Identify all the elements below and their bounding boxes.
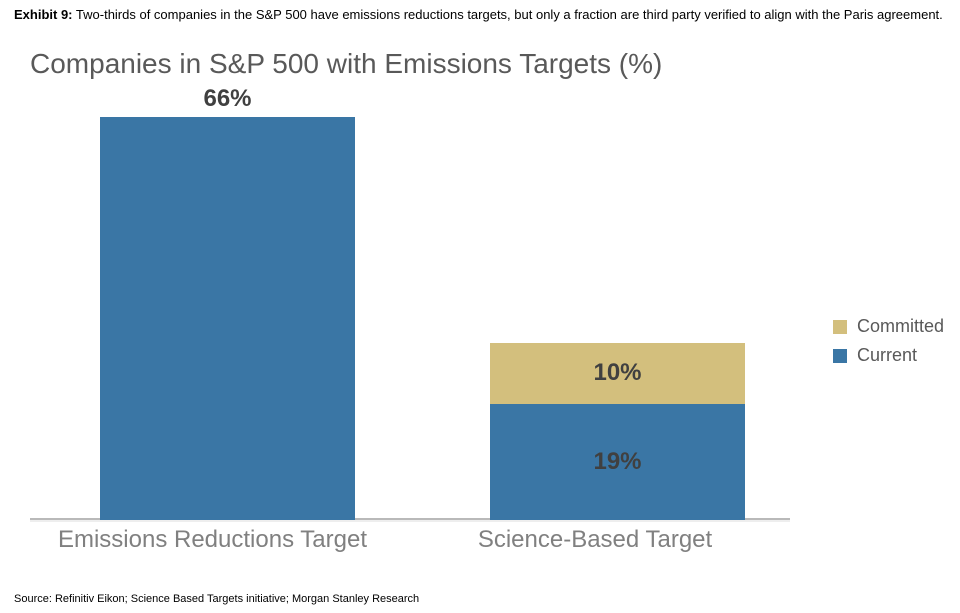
source-attribution: Source: Refinitiv Eikon; Science Based T… bbox=[14, 593, 419, 605]
legend-label-committed: Committed bbox=[857, 316, 944, 337]
bar-datalabel-science-based-target-current: 19% bbox=[490, 448, 745, 476]
bar-group-emissions-reductions-target: 66% bbox=[100, 117, 355, 520]
category-label-emissions-reductions-target: Emissions Reductions Target bbox=[30, 526, 395, 554]
bar-datalabel-science-based-target-committed: 10% bbox=[490, 359, 745, 387]
legend-item-current: Current bbox=[833, 345, 944, 366]
chart-title: Companies in S&P 500 with Emissions Targ… bbox=[30, 48, 662, 80]
page-root: Exhibit 9: Two-thirds of companies in th… bbox=[0, 0, 960, 613]
bar-segment-emissions-reductions-target-current bbox=[100, 117, 355, 520]
legend-item-committed: Committed bbox=[833, 316, 944, 337]
bar-datalabel-emissions-reductions-target-current: 66% bbox=[100, 85, 355, 113]
legend-swatch-committed bbox=[833, 320, 847, 334]
legend-swatch-current bbox=[833, 349, 847, 363]
category-label-science-based-target: Science-Based Target bbox=[425, 526, 765, 554]
exhibit-label: Exhibit 9: bbox=[14, 7, 73, 22]
chart-plot-area: 66% 19% 10% bbox=[30, 98, 790, 520]
bar-group-science-based-target: 19% 10% bbox=[490, 343, 745, 520]
exhibit-caption: Exhibit 9: Two-thirds of companies in th… bbox=[14, 6, 946, 24]
legend: Committed Current bbox=[833, 316, 944, 374]
exhibit-caption-text: Two-thirds of companies in the S&P 500 h… bbox=[76, 7, 943, 22]
legend-label-current: Current bbox=[857, 345, 917, 366]
